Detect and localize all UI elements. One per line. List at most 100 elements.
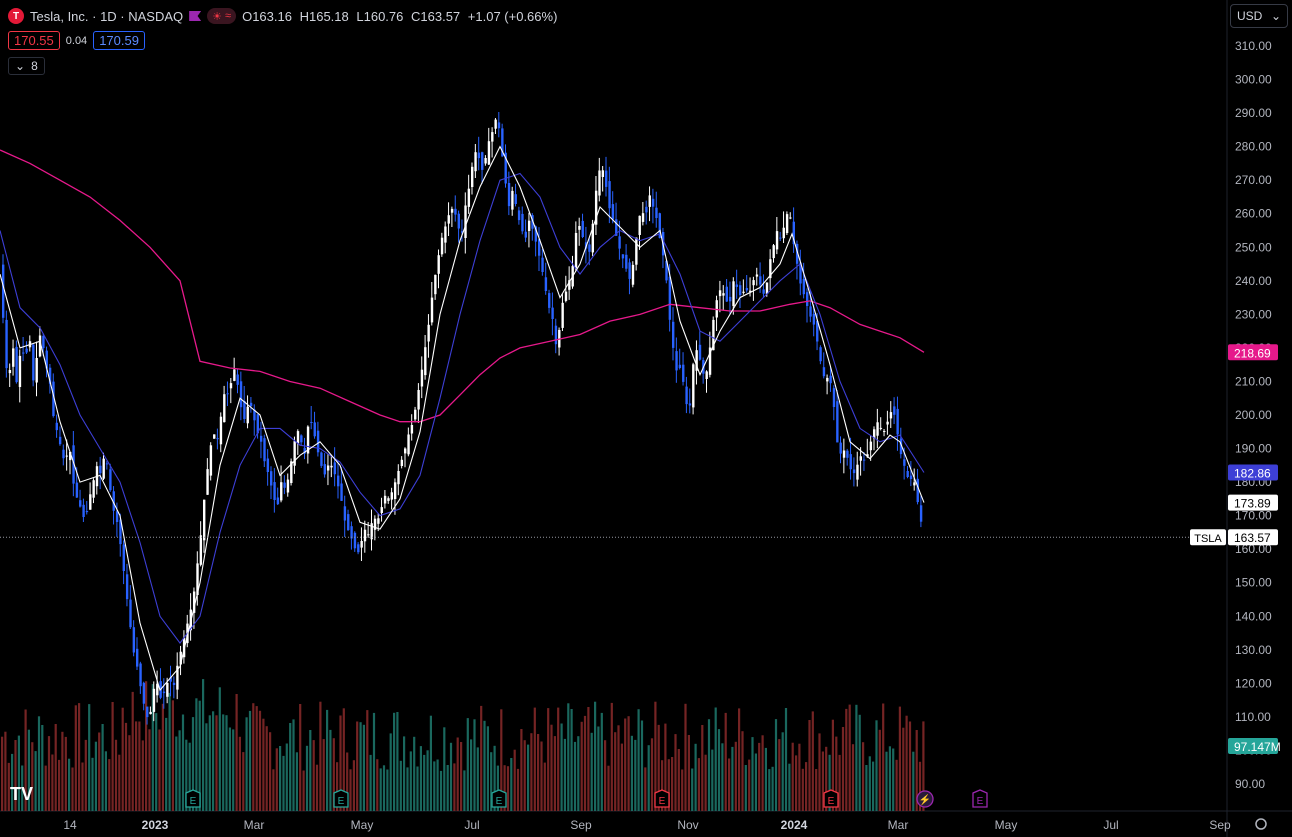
tradingview-logo-icon[interactable]: TV: [10, 784, 34, 804]
candle-body: [856, 464, 859, 480]
volume-bar: [128, 735, 131, 811]
volume-bar: [265, 726, 268, 811]
volume-bar: [892, 748, 895, 811]
volume-bar: [908, 721, 912, 811]
candle-body: [303, 447, 306, 454]
volume-bar: [841, 727, 845, 811]
candle-body: [554, 325, 558, 345]
volume-bar: [108, 759, 111, 811]
volume-bar: [235, 694, 238, 811]
sun-icon: ☀: [212, 10, 223, 23]
volume-bar: [396, 712, 399, 811]
volume-bar: [724, 712, 727, 811]
candle-body: [146, 706, 149, 718]
market-status-badge[interactable]: ☀ ≈: [207, 8, 237, 24]
buy-price-button[interactable]: 170.59: [93, 31, 145, 50]
candle-body: [913, 482, 916, 486]
volume-bar: [650, 738, 654, 811]
candle-body: [387, 498, 390, 501]
candle-body: [414, 409, 417, 420]
currency-label: USD: [1237, 9, 1263, 23]
volume-bar: [560, 723, 563, 811]
volume-bar: [838, 754, 841, 811]
candle-body: [263, 438, 266, 462]
candle-body: [471, 166, 474, 187]
candle-body: [35, 358, 38, 383]
y-tick-label: 290.00: [1235, 106, 1272, 120]
price-label: 173.89: [1234, 497, 1271, 511]
sell-price-button[interactable]: 170.55: [8, 31, 60, 50]
volume-bar: [135, 721, 138, 811]
volume-bar: [563, 738, 566, 811]
candle-body: [430, 297, 434, 323]
x-tick-label: May: [351, 818, 374, 832]
candle-body: [467, 188, 471, 207]
volume-bar: [717, 729, 721, 811]
candle-body: [618, 236, 621, 249]
chart-header: T Tesla, Inc. · 1D · NASDAQ ☀ ≈ O163.16 H…: [8, 6, 557, 26]
y-tick-label: 170.00: [1235, 509, 1272, 523]
earnings-marker-label: E: [828, 796, 835, 807]
volume-bar: [416, 766, 419, 811]
volume-bar: [583, 715, 587, 811]
volume-bar: [178, 730, 181, 811]
volume-bar: [825, 746, 828, 811]
candle-body: [276, 497, 280, 505]
volume-bar: [647, 745, 650, 811]
candle-body: [404, 448, 407, 454]
volume-bar: [215, 715, 218, 811]
candle-body: [849, 454, 852, 470]
volume-bar: [346, 752, 349, 811]
symbol-title[interactable]: Tesla, Inc. · 1D · NASDAQ: [30, 8, 184, 24]
candle-body: [393, 482, 397, 499]
candle-body: [648, 195, 651, 207]
lightning-icon: ⚡: [919, 793, 931, 806]
candle-body: [320, 452, 323, 466]
volume-bar: [788, 763, 791, 811]
volume-bar: [285, 743, 288, 811]
volume-bar: [151, 684, 154, 811]
volume-bar: [865, 765, 868, 811]
volume-bar: [393, 712, 396, 811]
volume-bar: [868, 756, 871, 811]
candle-body: [715, 300, 718, 318]
volume-bar: [704, 754, 707, 811]
candle-body: [765, 282, 769, 294]
indicators-toggle[interactable]: ⌄ 8: [8, 57, 45, 75]
candle-body: [360, 541, 363, 548]
candle-body: [48, 367, 52, 384]
price-label-bg: [1228, 494, 1278, 511]
volume-bar: [232, 729, 235, 811]
candle-body: [233, 369, 236, 381]
candle-body: [82, 504, 85, 517]
candle-body: [139, 663, 142, 687]
volume-bar: [570, 709, 573, 811]
volume-bar: [262, 718, 265, 811]
volume-bar: [480, 705, 483, 811]
volume-bar: [342, 708, 345, 811]
candle-body: [424, 347, 427, 376]
candle-body: [216, 438, 219, 440]
volume-bar: [754, 753, 757, 811]
candle-body: [162, 691, 166, 694]
volume-bar: [878, 729, 881, 811]
volume-bar: [758, 742, 761, 811]
y-tick-label: 260.00: [1235, 207, 1272, 221]
candle-body: [672, 321, 675, 348]
settings-gear-icon: [1255, 818, 1267, 830]
ticker-tag-bg: [1190, 529, 1226, 546]
candle-body: [223, 394, 226, 423]
flag-icon[interactable]: [189, 11, 202, 21]
candle-body: [564, 291, 568, 301]
candle-body: [611, 204, 615, 220]
volume-bar: [138, 721, 141, 811]
currency-select[interactable]: USD ⌄: [1230, 4, 1288, 28]
candle-body: [906, 471, 909, 477]
volume-bar: [922, 721, 925, 811]
volume-bar: [252, 703, 255, 811]
volume-bar: [423, 754, 426, 811]
candle-body: [464, 205, 467, 238]
candle-body: [916, 478, 919, 503]
volume-bar: [888, 746, 891, 811]
